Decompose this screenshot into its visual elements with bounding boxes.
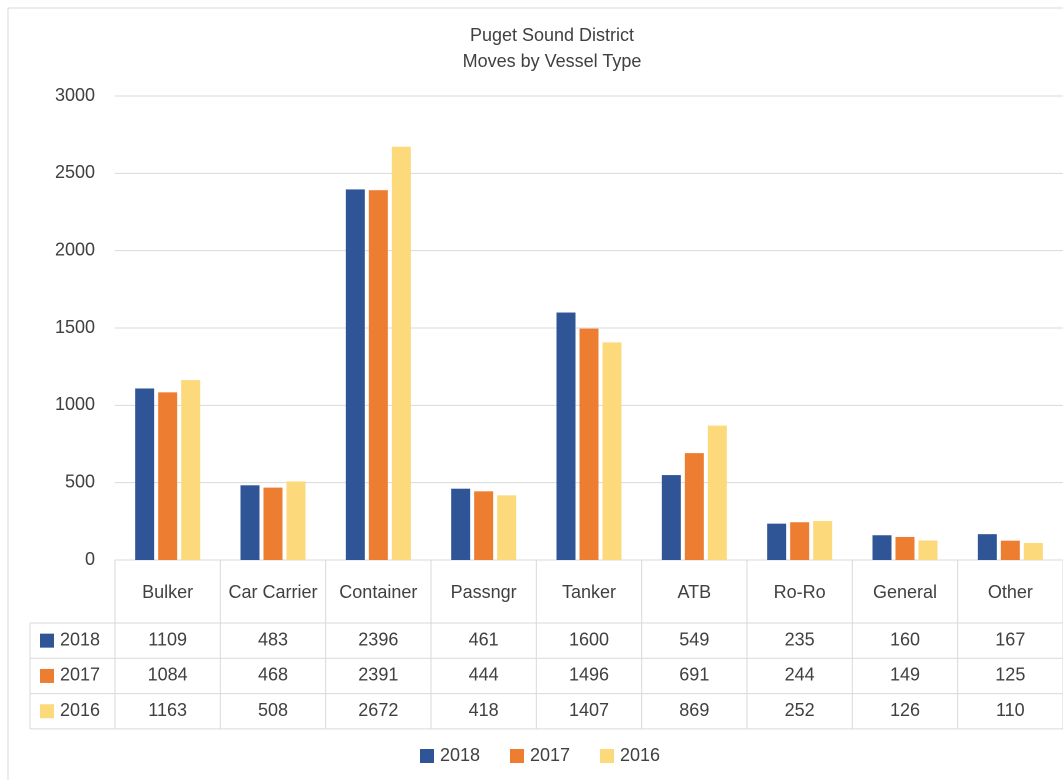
table-series-name: 2016	[60, 700, 100, 720]
bar	[918, 540, 938, 560]
bar	[790, 522, 810, 560]
bar	[286, 481, 306, 560]
x-tick-label: Other	[987, 581, 1033, 602]
table-value: 549	[679, 629, 709, 649]
table-value: 235	[785, 629, 815, 649]
x-tick-label: Ro-Ro	[773, 581, 826, 602]
table-legend-key	[40, 633, 54, 648]
y-tick-label: 1500	[55, 317, 95, 337]
table-value: 252	[785, 700, 815, 720]
x-tick-label: General	[872, 581, 938, 602]
table-value: 508	[258, 700, 288, 720]
y-tick-label: 3000	[55, 85, 95, 105]
table-value: 461	[469, 629, 499, 649]
legend-key	[420, 749, 434, 763]
bar	[813, 521, 833, 560]
legend-key	[600, 749, 614, 763]
bar	[345, 189, 365, 560]
x-tick-label: Bulker	[142, 581, 194, 602]
table-value: 1407	[569, 700, 609, 720]
bar	[661, 475, 681, 560]
table-legend-key	[40, 668, 54, 683]
table-value: 483	[258, 629, 288, 649]
table-value: 1084	[148, 665, 188, 685]
table-value: 1496	[569, 665, 609, 685]
table-value: 468	[258, 665, 288, 685]
bar	[135, 388, 155, 560]
legend-key	[510, 749, 524, 763]
x-tick-label: Tanker	[561, 581, 617, 602]
bar	[368, 190, 388, 560]
bar	[767, 523, 787, 560]
bar	[602, 342, 622, 560]
legend-label: 2016	[620, 745, 660, 765]
chart-title: Puget Sound District	[470, 25, 634, 45]
table-value: 149	[890, 665, 920, 685]
table-value: 160	[890, 629, 920, 649]
legend-label: 2017	[530, 745, 570, 765]
x-tick-label: Car Carrier	[228, 581, 318, 602]
table-series-name: 2018	[60, 629, 100, 649]
table-value: 418	[469, 700, 499, 720]
bar	[895, 536, 915, 560]
bar	[556, 312, 576, 560]
bar	[391, 146, 411, 561]
bar	[451, 488, 471, 560]
x-tick-label: ATB	[677, 581, 712, 602]
bar	[1000, 540, 1020, 560]
bar	[1023, 542, 1043, 560]
table-value: 2391	[358, 665, 398, 685]
bar	[158, 392, 178, 560]
table-value: 110	[996, 700, 1025, 720]
bar	[474, 491, 494, 560]
bar	[872, 535, 892, 560]
table-series-name: 2017	[60, 665, 100, 685]
table-value: 244	[785, 665, 815, 685]
x-tick-label: Container	[339, 581, 418, 602]
table-value: 444	[469, 665, 499, 685]
table-value: 2396	[358, 629, 398, 649]
table-value: 2672	[358, 700, 398, 720]
y-tick-label: 2000	[55, 239, 95, 259]
x-tick-label: Passngr	[450, 581, 517, 602]
bar	[977, 534, 997, 560]
bar	[497, 495, 517, 560]
chart-subtitle: Moves by Vessel Type	[463, 51, 642, 71]
bar	[263, 487, 283, 560]
bar	[707, 425, 727, 560]
bar	[684, 453, 704, 560]
table-value: 1109	[148, 629, 187, 649]
y-tick-label: 0	[85, 549, 95, 569]
bar	[181, 380, 201, 560]
legend-label: 2018	[440, 745, 480, 765]
table-legend-key	[40, 704, 54, 719]
y-tick-label: 500	[65, 471, 95, 491]
table-value: 1163	[148, 700, 187, 720]
table-value: 869	[679, 700, 709, 720]
table-value: 167	[995, 629, 1025, 649]
y-tick-label: 1000	[55, 394, 95, 414]
bar	[240, 485, 260, 560]
table-value: 1600	[569, 629, 609, 649]
y-tick-label: 2500	[55, 162, 95, 182]
table-value: 126	[890, 700, 920, 720]
bar	[579, 328, 599, 560]
table-value: 691	[679, 665, 709, 685]
table-value: 125	[995, 665, 1025, 685]
